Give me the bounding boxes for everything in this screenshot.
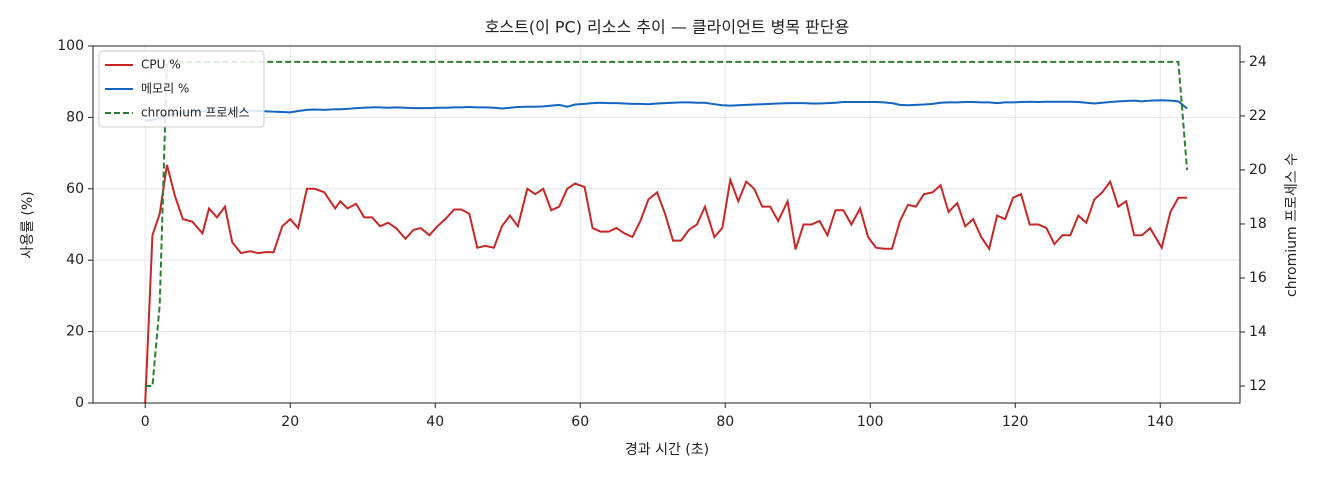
y2-tick-label: 22 bbox=[1249, 108, 1267, 124]
y-tick-label: 0 bbox=[75, 395, 84, 411]
series-line bbox=[145, 60, 1189, 387]
y-tick-label: 40 bbox=[66, 252, 84, 268]
y2-tick-label: 14 bbox=[1249, 324, 1267, 340]
legend-label: CPU % bbox=[141, 58, 181, 72]
x-tick-label: 80 bbox=[716, 414, 734, 430]
chart-title: 호스트(이 PC) 리소스 추이 — 클라이언트 병목 판단용 bbox=[485, 18, 850, 37]
x-tick-label: 140 bbox=[1147, 414, 1174, 430]
y2-tick-label: 24 bbox=[1249, 54, 1267, 70]
x-tick-label: 20 bbox=[281, 414, 299, 430]
legend-label: chromium 프로세스 bbox=[141, 106, 250, 120]
y-axis-label: 사용률 (%) bbox=[20, 191, 36, 258]
y-tick-label: 80 bbox=[66, 109, 84, 125]
legend-label: 메모리 % bbox=[141, 82, 189, 96]
x-tick-label: 60 bbox=[571, 414, 589, 430]
plot-frame bbox=[92, 45, 1241, 404]
y-tick-label: 60 bbox=[66, 181, 84, 197]
y2-tick-label: 16 bbox=[1249, 270, 1267, 286]
x-tick-label: 0 bbox=[141, 414, 150, 430]
series-line bbox=[145, 99, 1188, 122]
y2-axis-label: chromium 프로세스 수 bbox=[1284, 153, 1300, 297]
x-tick-label: 40 bbox=[426, 414, 444, 430]
x-tick-label: 120 bbox=[1002, 414, 1029, 430]
legend-box bbox=[98, 50, 265, 128]
y-tick-label: 100 bbox=[57, 38, 84, 54]
y2-tick-label: 12 bbox=[1249, 378, 1267, 394]
series-line bbox=[144, 164, 1188, 404]
x-tick-label: 100 bbox=[857, 414, 884, 430]
y2-tick-label: 18 bbox=[1249, 216, 1267, 232]
y2-tick-label: 20 bbox=[1249, 162, 1267, 178]
x-axis-label: 경과 시간 (초) bbox=[625, 442, 709, 458]
y-tick-label: 20 bbox=[66, 324, 84, 340]
